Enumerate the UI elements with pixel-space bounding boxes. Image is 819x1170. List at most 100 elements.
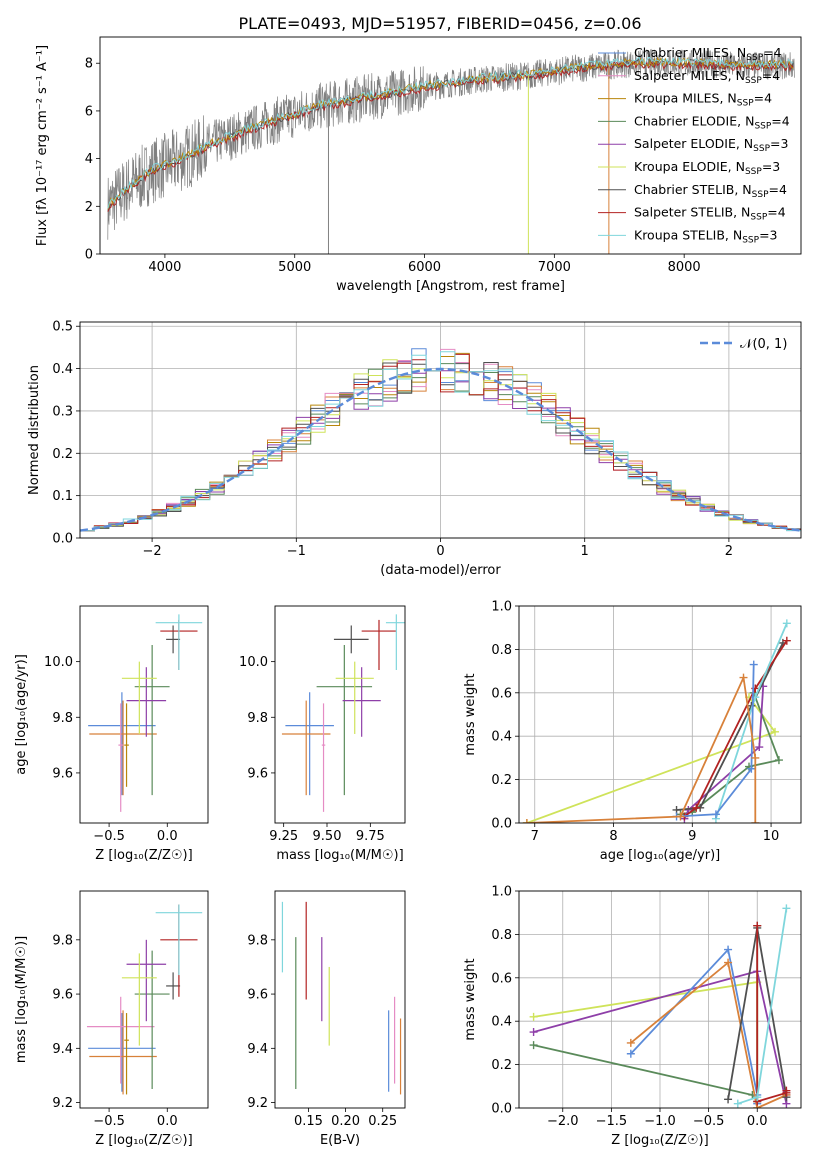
y-tick-label: 10.0: [44, 655, 73, 670]
weight-marker-purple: [755, 743, 764, 752]
y-tick-label: 0.1: [52, 489, 73, 504]
x-tick-label: 0: [436, 544, 444, 559]
x-tick-label: 0.25: [368, 1114, 397, 1129]
y-axis-label: Normed distribution: [27, 365, 42, 495]
y-tick-label: 0.5: [52, 320, 73, 335]
x-tick-label: 4000: [148, 260, 181, 275]
weight-marker-red: [692, 803, 701, 812]
weight-marker-darkgrey: [724, 1095, 733, 1104]
y-tick-label: 0.6: [491, 686, 512, 701]
weight-marker-cyan: [733, 1099, 742, 1108]
legend-label: Salpeter ELODIE, NSSP=3: [634, 136, 788, 154]
x-tick-label: 9.50: [313, 829, 342, 844]
x-tick-label: 0.20: [331, 1114, 360, 1129]
x-tick-label: 8000: [668, 260, 701, 275]
x-tick-label: −1: [287, 544, 306, 559]
figure-title: PLATE=0493, MJD=51957, FIBERID=0456, z=0…: [238, 14, 641, 33]
y-tick-label: 0.0: [491, 817, 512, 832]
x-tick-label: −2.0: [547, 1114, 579, 1129]
y-tick-label: 0.4: [491, 1015, 512, 1030]
weight-marker-blue: [724, 945, 733, 954]
gaussian-curve: [80, 367, 801, 532]
weight-marker-cyan: [782, 904, 791, 913]
plot-area: [281, 901, 402, 1095]
plot-area: [80, 348, 801, 532]
axes-frame: [274, 890, 406, 1109]
panel-weight_vs_age: 7 8 9 10 0.0 0.2 0.4 0.6 0.8 1.0 age [log₁₀(age/yr…: [463, 600, 802, 863]
y-tick-label: 9.8: [247, 933, 268, 948]
y-tick-label: 0.8: [491, 928, 512, 943]
x-axis-label: wavelength [Angstrom, rest frame]: [336, 279, 565, 294]
weight-marker-blue: [711, 810, 720, 819]
y-tick-label: 0.6: [491, 971, 512, 986]
x-tick-label: 0.15: [294, 1114, 323, 1129]
weight-marker-purple: [529, 1028, 538, 1037]
x-tick-label: 0.0: [747, 1114, 768, 1129]
y-tick-label: 0.3: [52, 404, 73, 419]
x-tick-label: 1: [581, 544, 589, 559]
panel-mass_vs_Z: −0.5 0.0 9.2 9.4 9.6 9.8 Z [log₁₀(Z/Z☉)] mass […: [14, 890, 209, 1148]
weight-line-orange: [630, 960, 787, 1108]
x-axis-label: age [log₁₀(age/yr)]: [600, 848, 721, 863]
histogram-cyan: [80, 351, 801, 532]
x-axis-label: Z [log₁₀(Z/Z☉)]: [95, 1133, 192, 1148]
y-tick-label: 9.8: [52, 711, 73, 726]
weight-line-blue: [676, 664, 755, 818]
panel-age_vs_mass: 9.25 9.50 9.75 9.6 9.8 10.0 mass [log₁₀(M/M☉)]: [239, 605, 406, 863]
y-tick-label: 9.4: [247, 1042, 268, 1057]
y-axis-label: mass weight: [463, 958, 478, 1040]
x-tick-label: −1.0: [644, 1114, 676, 1129]
x-tick-label: 6000: [408, 260, 441, 275]
x-tick-label: −2: [143, 544, 162, 559]
y-tick-label: 4: [85, 152, 93, 167]
y-tick-label: 0.2: [52, 447, 73, 462]
y-tick-label: 2: [85, 200, 93, 215]
model-line-cyan: [107, 55, 794, 209]
y-tick-label: 8: [85, 57, 93, 72]
weight-marker-blue: [749, 660, 758, 669]
weight-marker-blue: [747, 764, 756, 773]
y-tick-label: 0.4: [52, 362, 73, 377]
y-tick-label: 0: [85, 248, 93, 263]
legend-label: Kroupa ELODIE, NSSP=3: [634, 159, 780, 177]
y-tick-label: 9.6: [247, 988, 268, 1003]
legend-label: Salpeter STELIB, NSSP=4: [634, 205, 786, 223]
weight-marker-red: [782, 1086, 791, 1095]
weight-marker-orange: [676, 812, 685, 821]
weight-marker-green: [529, 1041, 538, 1050]
y-tick-label: 9.8: [52, 933, 73, 948]
y-tick-label: 0.0: [491, 1102, 512, 1117]
y-tick-label: 10.0: [239, 655, 268, 670]
x-tick-label: 2: [725, 544, 733, 559]
x-tick-label: −0.5: [693, 1114, 725, 1129]
y-axis-label: age [log₁₀(age/yr)]: [14, 654, 29, 775]
weight-marker-cyan: [753, 1093, 762, 1102]
legend-label: Chabrier STELIB, NSSP=4: [634, 182, 787, 200]
y-tick-label: 9.2: [52, 1096, 73, 1111]
x-axis-label: Z [log₁₀(Z/Z☉)]: [95, 848, 192, 863]
x-tick-label: 0.0: [157, 1114, 178, 1129]
legend-label: Chabrier MILES, NSSP=4: [634, 45, 782, 63]
y-tick-label: 1.0: [491, 885, 512, 900]
weight-marker-orange: [724, 958, 733, 967]
weight-line-red: [683, 640, 788, 818]
axes-frame: [274, 605, 406, 824]
weight-marker-orange: [626, 1038, 635, 1047]
plot-area: [281, 614, 405, 812]
weight-marker-orange: [751, 819, 760, 823]
weight-marker-blue: [626, 1049, 635, 1058]
x-tick-label: 9.75: [356, 829, 385, 844]
y-tick-label: 0.4: [491, 730, 512, 745]
legend-label: Kroupa STELIB, NSSP=3: [634, 227, 778, 245]
x-tick-label: 9.25: [269, 829, 298, 844]
weight-marker-cyan: [782, 619, 791, 628]
y-tick-label: 6: [85, 104, 93, 119]
axes-frame: [99, 36, 802, 255]
x-tick-label: 9: [688, 829, 696, 844]
weight-marker-yellow: [529, 1012, 538, 1021]
weight-marker-yellow: [771, 727, 780, 736]
y-tick-label: 9.8: [247, 711, 268, 726]
panel-residuals: −2 −1 0 1 2 0.0 0.1 0.2 0.3 0.4 0.5 (data-model)/er…: [27, 320, 802, 578]
plot-area: [529, 904, 791, 1108]
